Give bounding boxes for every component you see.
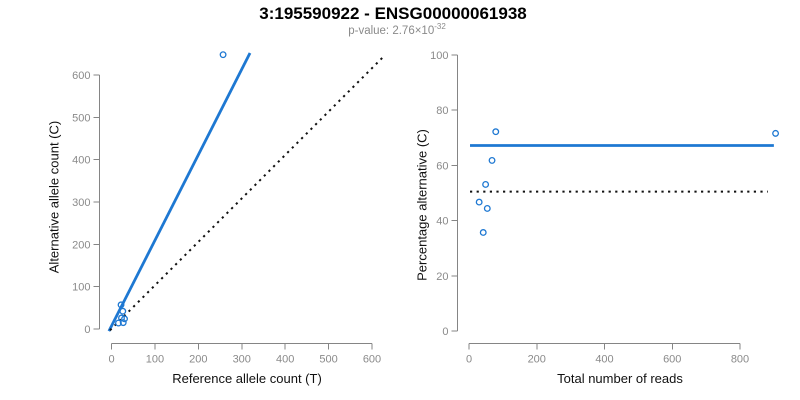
x-tick-label: 200 bbox=[528, 354, 546, 366]
fit-line bbox=[107, 52, 252, 332]
data-point bbox=[488, 156, 496, 164]
left-x-axis-title: Reference allele count (T) bbox=[172, 371, 322, 386]
p-value-text: p-value: 2.76×10 bbox=[348, 25, 435, 37]
y-tick-label: 20 bbox=[436, 271, 448, 283]
left-y-axis-title: Alternative allele count (C) bbox=[46, 120, 62, 274]
right-y-axis-title: Percentage alternative (C) bbox=[414, 129, 430, 281]
x-tick-label: 300 bbox=[233, 354, 251, 366]
x-tick-label: 400 bbox=[276, 354, 294, 366]
x-tick-label: 600 bbox=[663, 354, 681, 366]
y-tick-label: 0 bbox=[442, 326, 448, 338]
y-tick-label: 400 bbox=[72, 155, 90, 167]
y-tick-label: 300 bbox=[72, 197, 90, 209]
x-tick-label: 0 bbox=[466, 354, 472, 366]
data-point bbox=[121, 315, 128, 323]
identity-line bbox=[109, 54, 386, 331]
plot-subtitle: p-value: 2.76×10-32 bbox=[348, 22, 446, 37]
x-tick-label: 600 bbox=[363, 354, 381, 366]
data-point bbox=[219, 51, 227, 59]
x-tick-label: 500 bbox=[319, 354, 337, 366]
x-tick-label: 400 bbox=[595, 354, 613, 366]
y-tick-label: 80 bbox=[436, 105, 448, 117]
y-tick-label: 100 bbox=[430, 50, 448, 62]
y-tick-label: 200 bbox=[72, 239, 90, 251]
x-tick-label: 800 bbox=[731, 354, 749, 366]
plot-title: 3:195590922 - ENSG00000061938 bbox=[259, 4, 527, 23]
y-tick-label: 60 bbox=[436, 160, 448, 172]
y-tick-label: 600 bbox=[72, 70, 90, 82]
data-point bbox=[492, 128, 500, 136]
y-tick-label: 0 bbox=[84, 324, 90, 336]
right-x-axis-title: Total number of reads bbox=[557, 371, 683, 386]
x-tick-label: 100 bbox=[146, 354, 164, 366]
data-point bbox=[117, 301, 125, 309]
data-point bbox=[772, 129, 780, 137]
y-tick-label: 40 bbox=[436, 216, 448, 228]
y-tick-label: 100 bbox=[72, 282, 90, 294]
data-point bbox=[114, 319, 122, 327]
p-value-exponent: -32 bbox=[434, 22, 446, 32]
x-tick-label: 0 bbox=[108, 354, 114, 366]
x-tick-label: 200 bbox=[189, 354, 207, 366]
y-tick-label: 500 bbox=[72, 112, 90, 124]
data-point bbox=[482, 180, 490, 188]
data-point bbox=[119, 307, 127, 315]
data-point bbox=[483, 205, 491, 212]
data-point bbox=[479, 229, 487, 236]
data-point bbox=[119, 319, 127, 327]
data-point bbox=[475, 198, 483, 206]
